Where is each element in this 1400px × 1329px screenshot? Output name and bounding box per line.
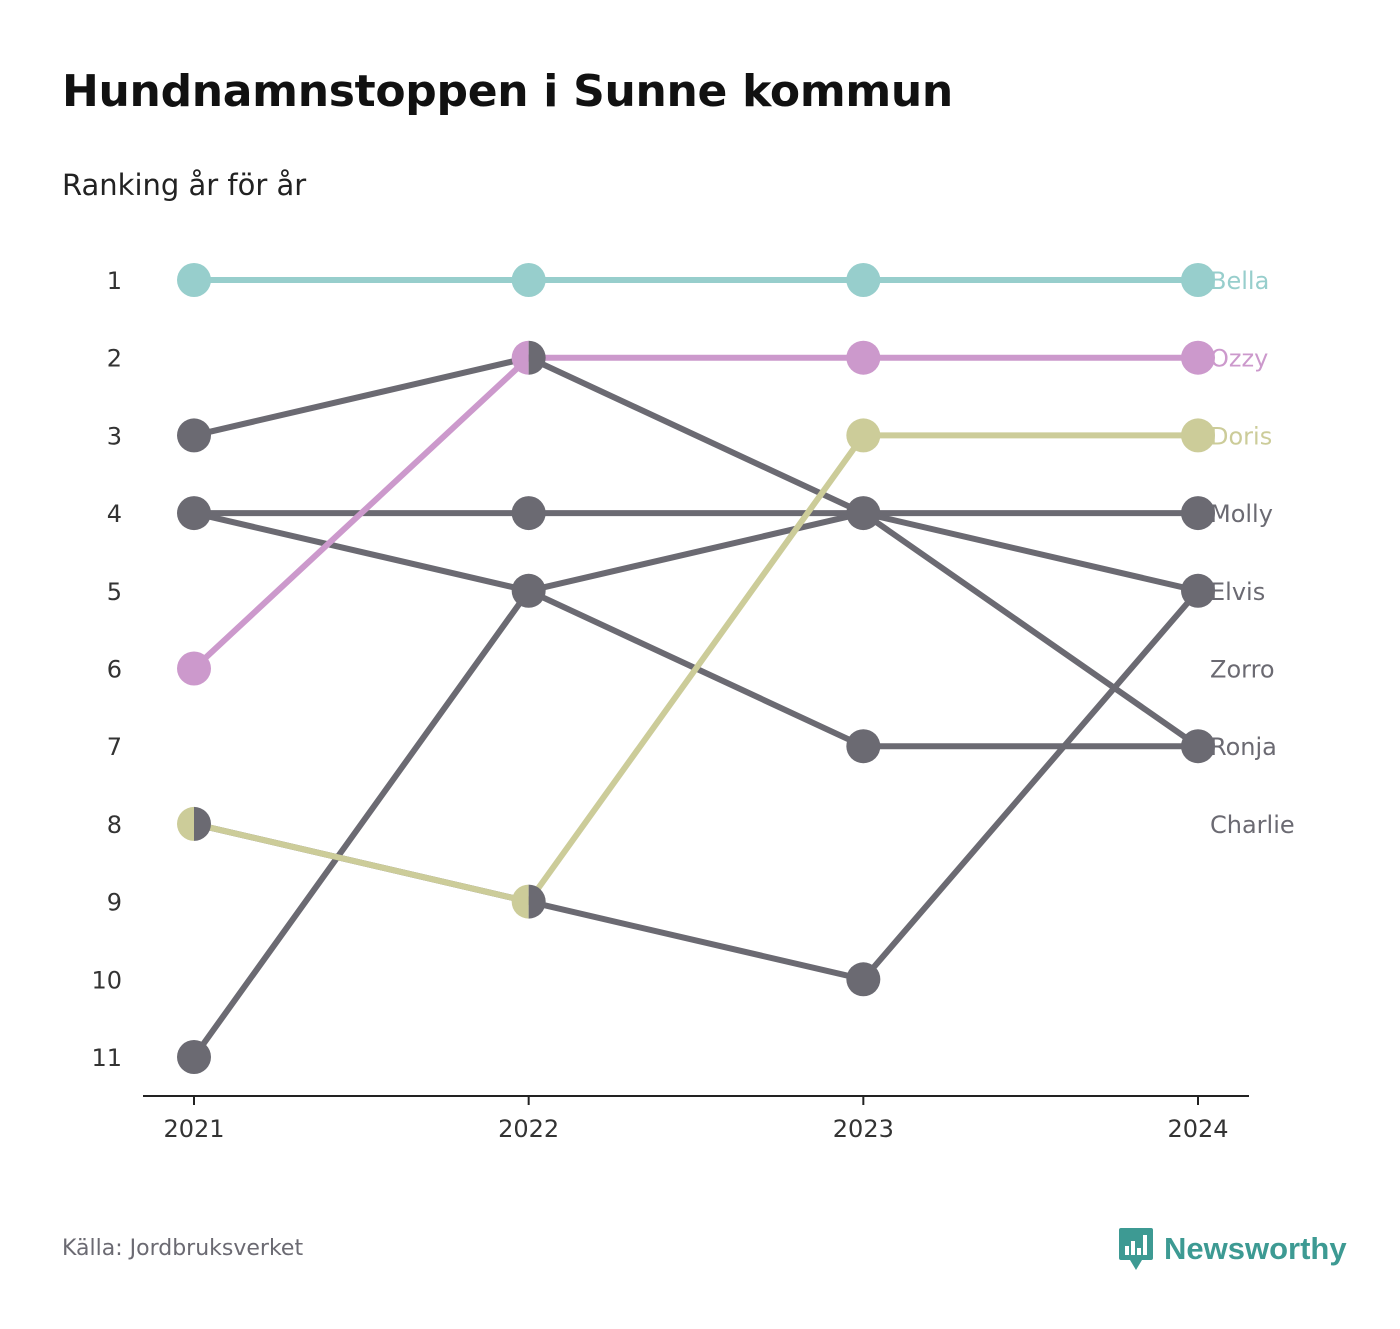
marker-2022-rank-4 bbox=[511, 496, 546, 531]
series-line-elvis bbox=[191, 510, 1201, 1060]
y-tick-label-2: 2 bbox=[107, 345, 122, 373]
y-tick-label-5: 5 bbox=[107, 578, 122, 606]
marker-2021-rank-11 bbox=[177, 1040, 211, 1074]
chart-axes: 2021 2022 2023 2024 1 2 3 4 5 6 7 8 9 10 11 bbox=[91, 267, 1249, 1143]
y-tick-label-8: 8 bbox=[107, 811, 122, 839]
series-line-doris bbox=[191, 432, 1201, 905]
marker-2024-rank-5 bbox=[1181, 573, 1215, 608]
y-tick-label-7: 7 bbox=[107, 733, 122, 761]
y-tick-label-3: 3 bbox=[107, 422, 122, 450]
series-label-bella: Bella bbox=[1210, 267, 1269, 295]
marker-2021-rank-3 bbox=[177, 418, 211, 453]
series-line-ozzy bbox=[191, 354, 1201, 672]
series-label-elvis: Elvis bbox=[1210, 578, 1265, 606]
marker-2023-rank-2 bbox=[846, 340, 881, 375]
series-label-charlie: Charlie bbox=[1210, 811, 1295, 839]
y-tick-label-1: 1 bbox=[107, 267, 122, 295]
brand-logo: Newsworthy bbox=[1118, 1226, 1347, 1272]
marker-2021-rank-8-left-half bbox=[177, 806, 194, 841]
marker-2022-rank-9-left-half bbox=[511, 884, 529, 919]
x-tick-label-2023: 2023 bbox=[833, 1115, 894, 1143]
y-tick-label-10: 10 bbox=[91, 966, 122, 994]
x-tick-label-2022: 2022 bbox=[498, 1115, 559, 1143]
y-tick-label-11: 11 bbox=[91, 1044, 122, 1072]
marker-2023-rank-7 bbox=[846, 729, 881, 764]
source-note: Källa: Jordbruksverket bbox=[62, 1236, 304, 1261]
marker-2021-rank-8-right-half bbox=[194, 806, 211, 841]
bar-chart-speech-bubble-icon bbox=[1119, 1228, 1153, 1270]
series-lines bbox=[191, 277, 1201, 1060]
series-label-molly: Molly bbox=[1210, 500, 1273, 528]
marker-2024-rank-3 bbox=[1181, 418, 1215, 453]
y-tick-label-4: 4 bbox=[107, 500, 122, 528]
series-labels: Bella Ozzy Doris Molly Elvis Zorro Ronja Charli… bbox=[1210, 267, 1295, 839]
marker-2022-rank-2-right-half bbox=[528, 340, 546, 375]
marker-2021-rank-1 bbox=[177, 263, 211, 297]
marker-2022-rank-1 bbox=[511, 263, 546, 297]
brand-name: Newsworthy bbox=[1164, 1231, 1347, 1266]
marker-2021-rank-8 bbox=[177, 806, 211, 841]
series-label-ronja: Ronja bbox=[1210, 733, 1277, 761]
marker-2024-rank-4 bbox=[1181, 496, 1215, 531]
x-tick-label-2024: 2024 bbox=[1167, 1115, 1228, 1143]
series-line-charlie bbox=[191, 510, 1201, 750]
y-tick-label-6: 6 bbox=[107, 656, 122, 684]
marker-2022-rank-2-left-half bbox=[511, 340, 529, 375]
series-line-zorro bbox=[191, 587, 1201, 983]
marker-2021-rank-6 bbox=[177, 651, 211, 686]
marker-2023-rank-4 bbox=[846, 496, 881, 531]
marker-2023-rank-1 bbox=[846, 263, 881, 297]
chart-subtitle: Ranking år för år bbox=[62, 168, 307, 202]
marker-2024-rank-2 bbox=[1181, 340, 1215, 375]
y-tick-label-9: 9 bbox=[107, 889, 122, 917]
marker-2022-rank-9 bbox=[511, 884, 546, 919]
marker-2024-rank-1 bbox=[1181, 263, 1215, 297]
chart-title: Hundnamnstoppen i Sunne kommun bbox=[62, 66, 953, 117]
series-label-ozzy: Ozzy bbox=[1210, 345, 1268, 373]
marker-2022-rank-2 bbox=[511, 340, 546, 375]
series-label-zorro: Zorro bbox=[1210, 656, 1275, 684]
series-label-doris: Doris bbox=[1210, 422, 1272, 450]
marker-2022-rank-9-right-half bbox=[528, 884, 546, 919]
series-line-ronja bbox=[191, 354, 1201, 750]
series-markers bbox=[177, 263, 1215, 1074]
marker-2023-rank-3 bbox=[846, 418, 881, 453]
marker-2023-rank-10 bbox=[846, 962, 881, 997]
marker-2021-rank-4 bbox=[177, 496, 211, 531]
x-tick-label-2021: 2021 bbox=[163, 1115, 224, 1143]
marker-2024-rank-7 bbox=[1181, 729, 1215, 764]
marker-2022-rank-5 bbox=[511, 573, 546, 608]
